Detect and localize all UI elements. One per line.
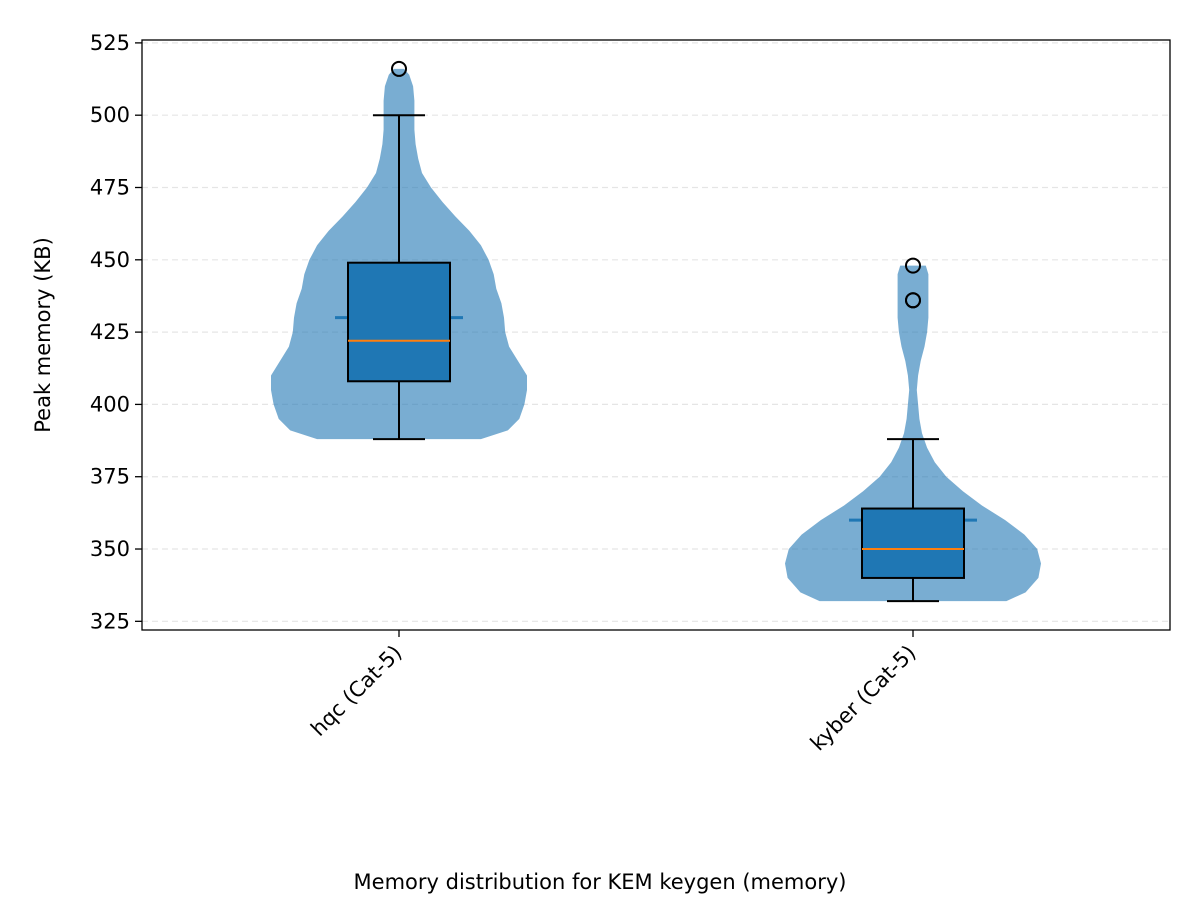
- y-tick-label: 350: [90, 537, 130, 561]
- plot-frame: [141, 39, 1171, 631]
- y-axis-label: Peak memory (KB): [31, 237, 55, 433]
- y-tick-label: 325: [90, 609, 130, 633]
- iqr-box: [861, 507, 965, 579]
- y-tick-label: 525: [90, 31, 130, 55]
- violin-body: [785, 265, 1041, 602]
- y-tick-label: 400: [90, 392, 130, 416]
- y-tick-label: 450: [90, 248, 130, 272]
- y-tick-label: 500: [90, 103, 130, 127]
- iqr-box: [347, 261, 451, 383]
- y-tick-label: 375: [90, 465, 130, 489]
- outlier-point: [905, 292, 921, 309]
- y-tick-label: 425: [90, 320, 130, 344]
- y-tick-label: 475: [90, 176, 130, 200]
- box-plots: [347, 60, 965, 603]
- outlier-point: [905, 257, 921, 274]
- outlier-point: [391, 60, 407, 77]
- x-tick-label: hqc (Cat-5): [306, 641, 406, 741]
- x-axis-label: Memory distribution for KEM keygen (memo…: [354, 870, 847, 894]
- x-tick-label: kyber (Cat-5): [806, 641, 921, 756]
